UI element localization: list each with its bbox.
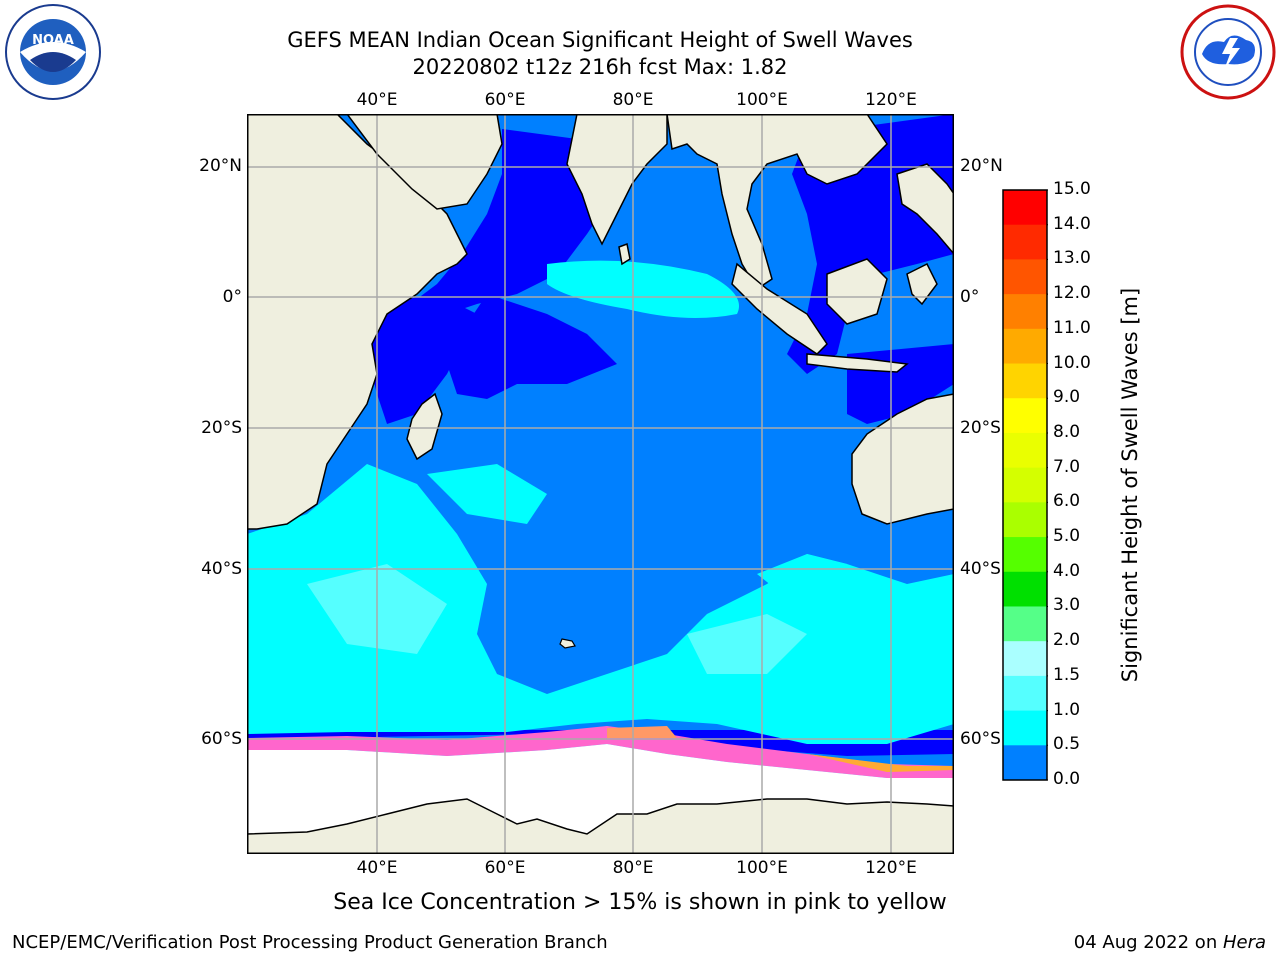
colorbar-swatch <box>1003 710 1047 746</box>
lon-tick-top-60e: 60°E <box>484 90 526 110</box>
colorbar-tick-label: 15.0 <box>1053 179 1091 199</box>
colorbar-swatch <box>1003 467 1047 503</box>
sea-ice-edge <box>247 726 954 778</box>
lon-tick-top-80e: 80°E <box>612 90 654 110</box>
lon-tick-top-120e: 120°E <box>865 90 917 110</box>
colorbar-tick-label: 1.0 <box>1053 699 1081 720</box>
chart-subtitle: 20220802 t12z 216h fcst Max: 1.82 <box>412 55 788 79</box>
footer-machine: Hera <box>1222 932 1266 953</box>
colorbar-tick-label: 1.5 <box>1053 664 1081 685</box>
lat-tick-left-40s: 40°S <box>201 559 242 579</box>
colorbar-swatch <box>1003 190 1047 226</box>
lat-tick-left-20s: 20°S <box>201 418 242 438</box>
lat-tick-left-20n: 20°N <box>199 156 242 176</box>
colorbar-tick-label: 13.0 <box>1053 248 1091 269</box>
colorbar-tick-label: 8.0 <box>1053 421 1081 442</box>
lon-tick-bottom-40e: 40°E <box>356 858 398 878</box>
colorbar-swatch <box>1003 398 1047 434</box>
colorbar-tick-label: 3.0 <box>1053 595 1081 616</box>
colorbar-swatch <box>1003 328 1047 365</box>
colorbar-tick-label: 7.0 <box>1053 456 1081 477</box>
colorbar-swatch <box>1003 745 1047 781</box>
colorbar-swatch <box>1003 606 1047 642</box>
colorbar-swatch <box>1003 224 1047 260</box>
colorbar-tick-label: 12.0 <box>1053 283 1091 304</box>
southern-swell <box>247 464 954 744</box>
colorbar-swatch <box>1003 259 1047 295</box>
colorbar-frame <box>1002 189 1048 781</box>
lon-tick-bottom-80e: 80°E <box>612 858 654 878</box>
map-frame <box>247 114 954 854</box>
land-masses <box>247 114 954 854</box>
lon-tick-bottom-120e: 120°E <box>865 858 917 878</box>
colorbar-swatch <box>1003 675 1047 712</box>
colorbar-swatch <box>1003 537 1047 573</box>
colorbar-swatch <box>1003 641 1047 677</box>
lon-tick-top-40e: 40°E <box>356 90 398 110</box>
lat-tick-right-20s: 20°S <box>960 418 1001 438</box>
lon-tick-bottom-100e: 100°E <box>736 858 788 878</box>
lat-tick-left-60s: 60°S <box>201 729 242 749</box>
colorbar-tick-label: 9.0 <box>1053 387 1081 408</box>
graticule <box>247 114 954 854</box>
footer-date-text: 04 Aug 2022 on <box>1073 932 1223 953</box>
lon-tick-bottom-60e: 60°E <box>484 858 526 878</box>
lat-tick-right-20n: 20°N <box>960 156 1003 176</box>
lat-tick-right-0: 0° <box>960 287 980 307</box>
colorbar-tick-label: 4.0 <box>1053 560 1081 581</box>
colorbar-tick-label: 10.0 <box>1053 352 1091 373</box>
colorbar-swatch <box>1003 363 1047 399</box>
kerguelen-island <box>559 638 576 649</box>
colorbar-tick-label: 14.0 <box>1053 213 1091 234</box>
colorbar-tick-label: 2.0 <box>1053 630 1081 651</box>
colorbar-tick-label: 0.5 <box>1053 734 1081 755</box>
equatorial-swell <box>547 260 739 318</box>
lat-tick-right-60s: 60°S <box>960 729 1001 749</box>
colorbar-label: Significant Height of Swell Waves [m] <box>1118 287 1142 683</box>
colorbar-tick-label: 6.0 <box>1053 491 1081 512</box>
colorbar-swatch <box>1003 502 1047 538</box>
lat-tick-left-0: 0° <box>222 287 242 307</box>
lat-tick-right-40s: 40°S <box>960 559 1001 579</box>
colorbar <box>1002 189 1048 781</box>
map-plot-area <box>247 114 954 854</box>
nws-logo-icon <box>1180 4 1276 100</box>
colorbar-swatch <box>1003 571 1047 607</box>
colorbar-tick-label: 11.0 <box>1053 317 1091 338</box>
lon-tick-top-100e: 100°E <box>736 90 788 110</box>
colorbar-swatch <box>1003 294 1047 330</box>
colorbar-tick-label: 5.0 <box>1053 526 1081 547</box>
sea-ice-caption: Sea Ice Concentration > 15% is shown in … <box>333 890 947 915</box>
noaa-logo-icon: NOAA <box>5 4 101 100</box>
svg-text:NOAA: NOAA <box>32 33 74 48</box>
colorbar-tick-label: 0.0 <box>1053 769 1081 789</box>
footer-date: 04 Aug 2022 on Hera <box>1074 932 1266 953</box>
colorbar-swatch <box>1003 432 1047 469</box>
footer-branch: NCEP/EMC/Verification Post Processing Pr… <box>12 932 608 953</box>
chart-title: GEFS MEAN Indian Ocean Significant Heigh… <box>287 28 913 52</box>
